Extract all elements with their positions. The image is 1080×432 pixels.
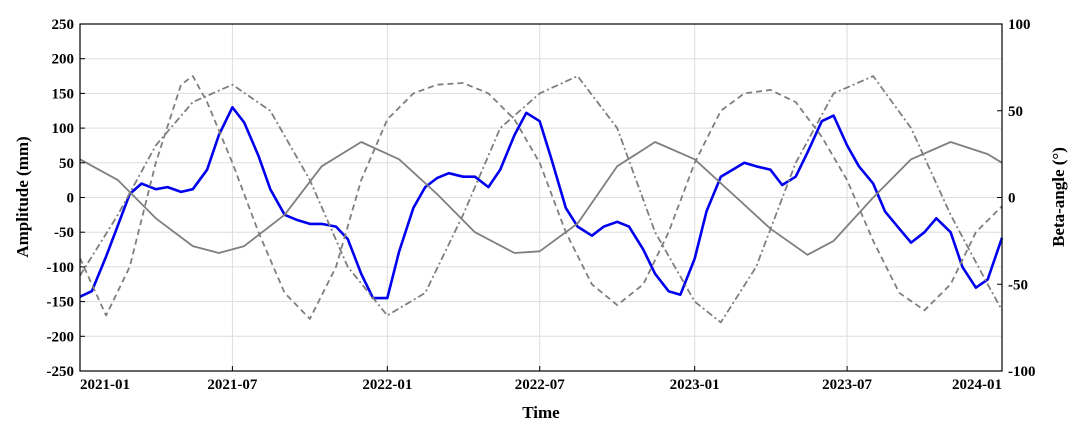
y-right-tick-label: 0 (1008, 191, 1016, 207)
x-tick-label: 2023-07 (822, 377, 872, 393)
x-tick-label: 2022-01 (362, 377, 412, 393)
grid (79, 23, 1003, 372)
x-tick-label: 2024-01 (952, 377, 1002, 393)
y-axis-right-title: Beta-angle (°) (1049, 147, 1068, 247)
x-tick-label: 2021-01 (80, 377, 130, 393)
x-tick-label: 2021-07 (207, 377, 257, 393)
y-left-tick-label: -200 (47, 329, 75, 345)
y-right-tick-label: -100 (1008, 364, 1036, 380)
y-left-tick-label: 50 (59, 156, 74, 172)
y-right-tick-label: 100 (1008, 17, 1031, 33)
y-left-tick-label: 250 (52, 17, 75, 33)
y-left-tick-label: -100 (47, 260, 75, 276)
y-left-tick-label: -50 (54, 225, 74, 241)
y-axis-left-title: Amplitude (mm) (13, 136, 32, 257)
series-line-3-dashed (79, 75, 1003, 320)
y-left-tick-label: 150 (52, 86, 75, 102)
y-left-tick-label: -250 (47, 364, 75, 380)
series-line-4-dashdot (79, 75, 1003, 324)
y-left-tick-label: -150 (47, 295, 75, 311)
series-line-1-solid (79, 106, 1004, 300)
y-left-tick-label: 100 (52, 121, 75, 137)
y-left-tick-label: 0 (67, 191, 75, 207)
ticks: 2021-01 2021-07 2022-01 2022-07 2023-01 2023-… (47, 17, 1036, 393)
y-right-tick-label: 50 (1008, 104, 1023, 120)
x-tick-label: 2022-07 (515, 377, 565, 393)
x-tick-label: 2023-01 (670, 377, 720, 393)
x-axis-title: Time (522, 403, 560, 422)
y-right-tick-label: -50 (1008, 277, 1028, 293)
series-layer (79, 75, 1004, 324)
series-line-2-solid (79, 141, 1003, 256)
y-left-tick-label: 200 (52, 52, 75, 68)
